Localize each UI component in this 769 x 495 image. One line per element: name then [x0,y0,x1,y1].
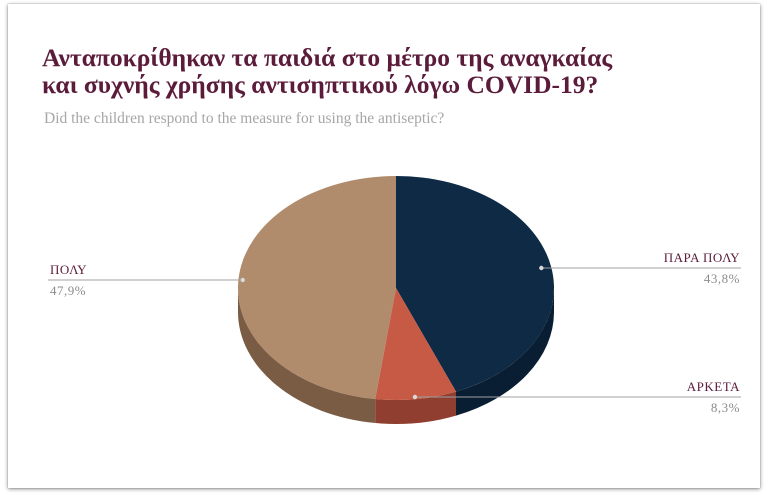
chart-title: Ανταποκρίθηκαν τα παιδιά στο μέτρο της α… [42,44,742,98]
pie-tops [237,176,555,400]
pie-slice-slice-2 [375,288,457,400]
chart-subtitle: Did the children respond to the measure … [44,110,445,127]
slice-label-name: ΠΑΡΑ ΠΟΛΥ [664,250,740,265]
slice-label-name: ΠΟΛΥ [50,262,87,277]
pie-slice-slice-1 [396,176,555,392]
pie-labels: ΠΑΡΑ ΠΟΛΥ 43,8% ΑΡΚΕΤΑ 8,3% ΠΟΛΥ 47,9% [48,250,741,415]
slice-label-value: 8,3% [711,400,740,415]
slice-label-value: 43,8% [704,271,740,286]
pie-side-slice-2 [375,391,457,424]
pie-label-slice-1: ΠΑΡΑ ΠΟΛΥ 43,8% [539,250,741,286]
pie-side-slice-1 [456,288,554,416]
leader-dot [412,394,418,400]
pie-sides [238,288,554,424]
slice-label-value: 47,9% [50,283,86,298]
pie-slice-slice-3 [237,176,396,400]
chart-title-line-2: και συχνής χρήσης αντισηπτικού λόγω COVI… [42,70,599,99]
chart-title-line-1: Ανταποκρίθηκαν τα παιδιά στο μέτρο της α… [42,43,613,72]
pie-label-slice-3: ΠΟΛΥ 47,9% [48,262,245,298]
pie-label-slice-2: ΑΡΚΕΤΑ 8,3% [412,379,741,415]
leader-dot [539,265,544,271]
pie-side-slice-3 [238,288,376,424]
leader-dot [240,277,245,283]
slice-label-name: ΑΡΚΕΤΑ [687,379,740,394]
